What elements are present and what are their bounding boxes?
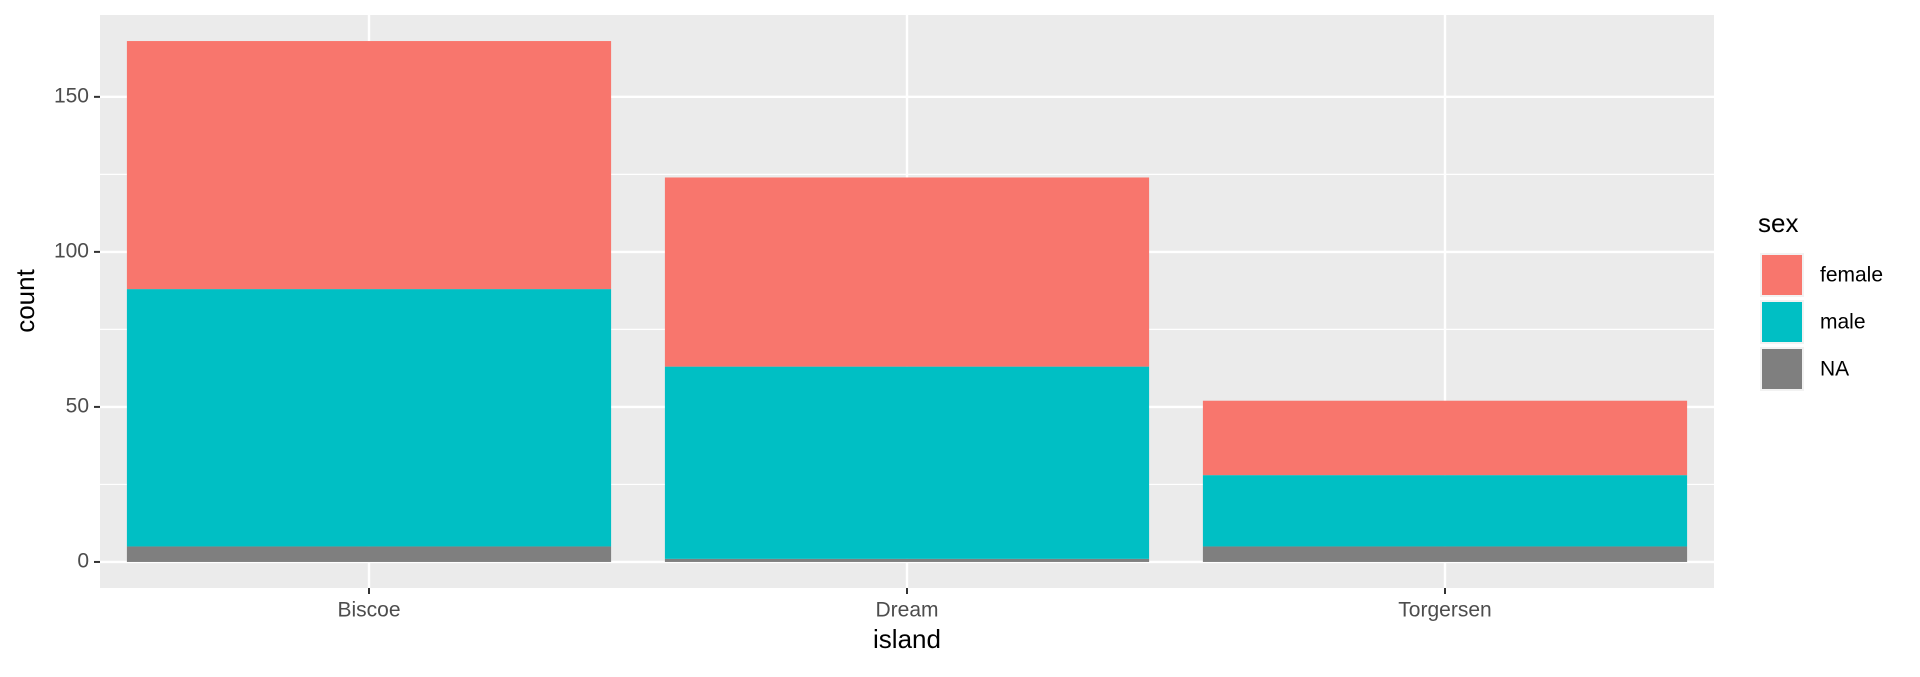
bar-segment [664, 558, 1150, 562]
bar-segment [1202, 546, 1688, 562]
bar-segment [1202, 400, 1688, 476]
bar-segment [126, 41, 612, 290]
y-axis-title: count [10, 268, 40, 332]
x-tick-label: Torgersen [1398, 599, 1491, 622]
legend-swatch [1762, 302, 1802, 342]
x-tick-label: Biscoe [337, 599, 400, 622]
x-axis-title: island [873, 624, 941, 654]
bar-segment [126, 289, 612, 547]
y-tick-label: 0 [77, 550, 89, 573]
bar-segment [1202, 475, 1688, 547]
legend-label: female [1820, 264, 1883, 287]
legend-swatch [1762, 255, 1802, 295]
legend-label: male [1820, 311, 1866, 334]
legend-title: sex [1758, 208, 1798, 238]
legend-swatch [1762, 349, 1802, 389]
legend-label: NA [1820, 358, 1849, 381]
bar-segment [664, 177, 1150, 367]
y-tick-label: 100 [54, 239, 89, 262]
x-tick-label: Dream [875, 599, 938, 622]
y-tick-label: 150 [54, 84, 89, 107]
bar-segment [126, 546, 612, 562]
y-tick-label: 50 [66, 394, 89, 417]
bar-segment [664, 366, 1150, 559]
